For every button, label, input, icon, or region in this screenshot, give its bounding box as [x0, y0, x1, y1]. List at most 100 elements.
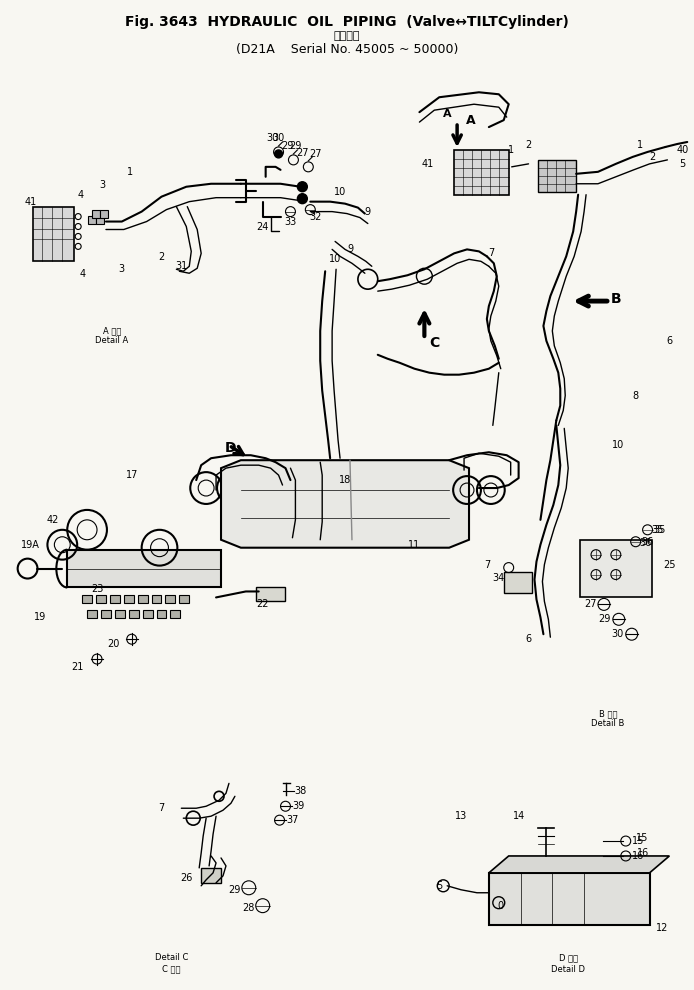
Bar — [67, 549, 221, 587]
Text: 23: 23 — [91, 584, 103, 594]
Text: Detail D: Detail D — [551, 965, 585, 974]
Text: D 詳画: D 詳画 — [559, 953, 578, 962]
Bar — [179, 595, 189, 603]
Text: 41: 41 — [421, 158, 434, 169]
Text: 9: 9 — [347, 245, 353, 254]
Text: 1: 1 — [127, 167, 133, 177]
Text: 7: 7 — [488, 248, 494, 258]
Text: 25: 25 — [663, 559, 676, 569]
Text: Detail B: Detail B — [591, 719, 625, 729]
Text: 18: 18 — [339, 475, 351, 485]
Text: 3: 3 — [119, 264, 125, 274]
Text: 12: 12 — [657, 923, 668, 933]
Text: 通用号機: 通用号機 — [334, 31, 360, 41]
Polygon shape — [489, 856, 670, 873]
Bar — [454, 149, 509, 195]
Bar — [101, 611, 111, 619]
Text: 42: 42 — [46, 515, 58, 525]
Circle shape — [275, 149, 282, 157]
Bar — [171, 611, 180, 619]
Bar — [165, 595, 176, 603]
Text: 8: 8 — [633, 391, 638, 401]
Text: 27: 27 — [296, 148, 309, 158]
Bar — [580, 540, 652, 597]
Text: 20: 20 — [108, 640, 120, 649]
Circle shape — [298, 182, 307, 192]
Text: A 詳画: A 詳画 — [103, 327, 121, 336]
Text: 31: 31 — [175, 261, 187, 271]
Bar — [88, 216, 96, 224]
Bar — [82, 595, 92, 603]
Text: Detail C: Detail C — [155, 953, 188, 962]
Text: 19: 19 — [34, 612, 46, 623]
Text: Fig. 3643  HYDRAULIC  OIL  PIPING  (Valve↔TILTCylinder): Fig. 3643 HYDRAULIC OIL PIPING (Valve↔TI… — [125, 15, 569, 29]
Bar — [201, 868, 221, 883]
Text: 7: 7 — [484, 559, 490, 569]
Text: 6: 6 — [525, 635, 532, 644]
Text: 10: 10 — [329, 254, 341, 264]
Bar — [110, 595, 120, 603]
Bar — [129, 611, 139, 619]
Text: 2: 2 — [158, 252, 164, 262]
Text: 34: 34 — [493, 572, 505, 582]
Bar — [96, 595, 106, 603]
Text: 1: 1 — [507, 145, 514, 155]
Text: 10: 10 — [611, 441, 624, 450]
Bar — [504, 571, 532, 593]
Text: 36: 36 — [641, 537, 654, 546]
Text: 4: 4 — [77, 190, 83, 200]
Polygon shape — [221, 460, 469, 547]
Text: B 詳画: B 詳画 — [599, 709, 617, 719]
Text: 1: 1 — [636, 140, 643, 149]
Circle shape — [298, 194, 307, 204]
Text: 15: 15 — [636, 833, 649, 843]
Text: 22: 22 — [256, 599, 269, 610]
Text: 15: 15 — [632, 836, 644, 846]
Text: 14: 14 — [512, 811, 525, 821]
Text: 41: 41 — [24, 197, 37, 207]
Text: 16: 16 — [632, 851, 644, 861]
Text: 30: 30 — [266, 133, 279, 143]
Text: 29: 29 — [599, 615, 611, 625]
Text: 26: 26 — [180, 873, 192, 883]
Bar — [255, 587, 285, 601]
Text: 36: 36 — [639, 538, 652, 547]
Text: 9: 9 — [365, 207, 371, 217]
Text: 17: 17 — [126, 470, 138, 480]
Text: 7: 7 — [158, 803, 164, 813]
Text: C 詳画: C 詳画 — [162, 965, 180, 974]
Bar — [157, 611, 167, 619]
Text: A: A — [443, 109, 452, 119]
Text: 33: 33 — [285, 217, 296, 227]
Text: 10: 10 — [334, 187, 346, 197]
Text: 39: 39 — [292, 801, 305, 811]
Text: 29: 29 — [229, 885, 241, 895]
Text: 19A: 19A — [21, 540, 40, 549]
Text: 5: 5 — [436, 881, 442, 891]
Bar — [539, 160, 576, 192]
Text: 32: 32 — [309, 212, 321, 222]
Text: 3: 3 — [99, 180, 105, 190]
Text: 13: 13 — [455, 811, 467, 821]
Text: 11: 11 — [408, 540, 421, 549]
Text: 37: 37 — [286, 815, 298, 825]
Text: B: B — [611, 292, 621, 306]
Text: 16: 16 — [636, 848, 649, 858]
Text: 21: 21 — [71, 662, 83, 672]
Text: 27: 27 — [309, 148, 321, 159]
Bar — [92, 210, 100, 218]
Text: 38: 38 — [294, 786, 307, 796]
Text: Detail A: Detail A — [95, 337, 128, 346]
Text: 0: 0 — [498, 901, 504, 911]
Text: 27: 27 — [584, 599, 596, 610]
Bar — [137, 595, 148, 603]
Bar — [96, 216, 104, 224]
Text: 35: 35 — [653, 525, 666, 535]
Text: 29: 29 — [281, 141, 294, 150]
Text: 30: 30 — [273, 133, 285, 143]
Text: C: C — [429, 336, 439, 349]
Text: 24: 24 — [257, 222, 269, 232]
Text: 40: 40 — [676, 145, 688, 155]
Text: 6: 6 — [666, 336, 672, 346]
Text: 28: 28 — [243, 903, 255, 913]
